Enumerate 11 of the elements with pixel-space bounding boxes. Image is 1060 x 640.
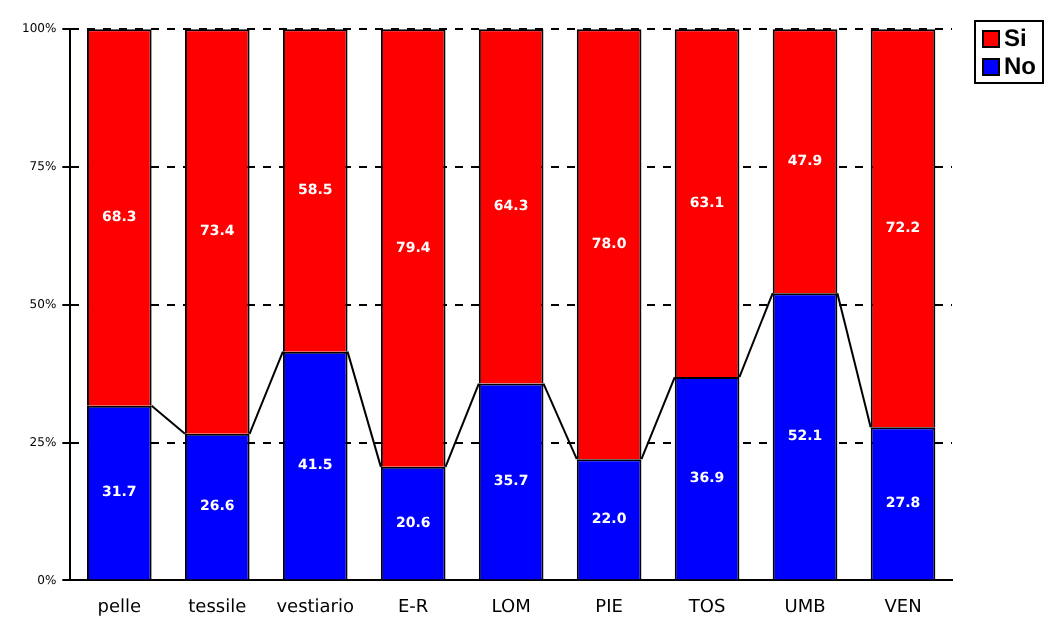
x-tick-label: PIE [595, 597, 624, 618]
x-tick-label: UMB [784, 597, 826, 618]
x-tick-label: tessile [188, 597, 248, 618]
text: Si [1004, 24, 1027, 52]
legend-label: No [1004, 52, 1036, 80]
x-tick-label: vestiario [276, 597, 355, 618]
x-tick-label: VEN [884, 597, 922, 618]
x-tick-label: E-R [398, 597, 429, 618]
x-tick-label: TOS [686, 597, 726, 618]
x-tick-label: pelle [97, 597, 142, 618]
x-tick-label: LOM [491, 597, 531, 618]
